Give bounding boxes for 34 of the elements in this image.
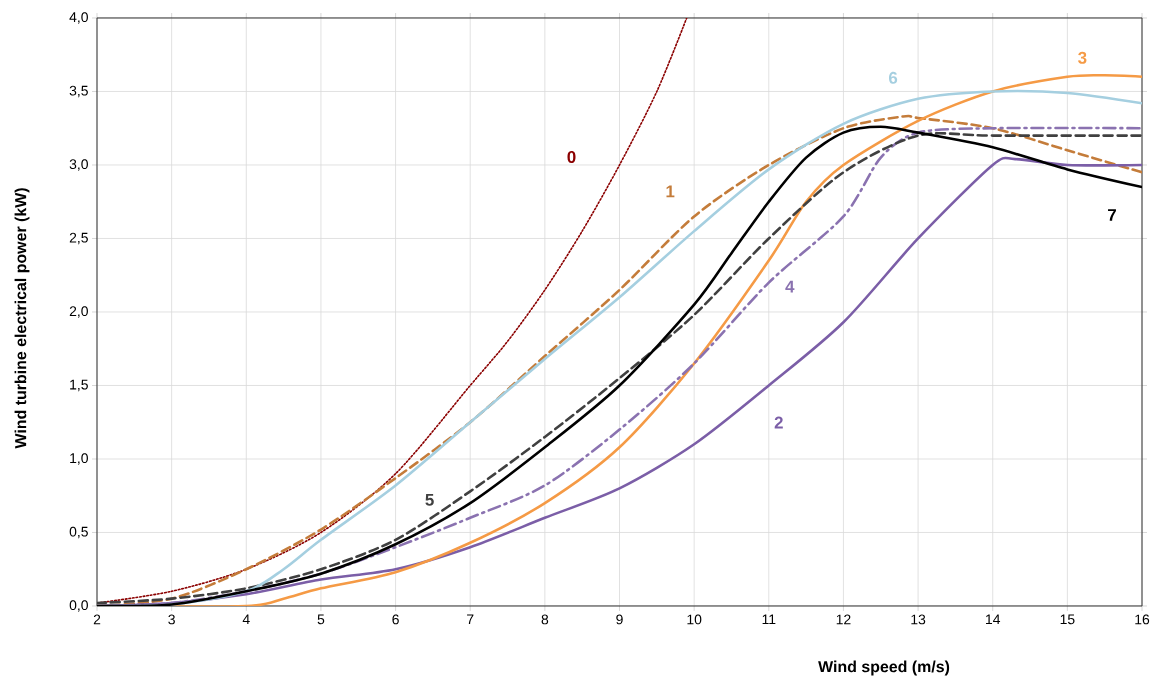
- x-tick-label: 12: [836, 614, 851, 625]
- series-label: 4: [785, 280, 795, 293]
- series-label: 1: [666, 185, 675, 198]
- x-tick-label: 9: [616, 614, 623, 625]
- x-tick-label: 3: [168, 614, 175, 625]
- y-tick-label: 2,0: [69, 306, 88, 318]
- x-tick-label: 15: [1060, 614, 1075, 625]
- x-tick-label: 2: [93, 614, 101, 625]
- y-tick-label: 0,0: [69, 600, 88, 612]
- series-label: 7: [1108, 209, 1116, 221]
- x-tick-label: 11: [762, 614, 776, 625]
- x-tick-label: 6: [392, 614, 399, 625]
- x-tick-label: 14: [986, 614, 1001, 625]
- x-tick-label: 13: [911, 614, 926, 625]
- y-tick-label: 3,5: [69, 85, 88, 98]
- x-tick-label: 4: [242, 614, 250, 625]
- series-label: 3: [1078, 51, 1087, 64]
- y-axis-title: Wind turbine electrical power (kW): [14, 188, 30, 449]
- x-tick-label: 7: [467, 614, 474, 625]
- series-label: 5: [425, 493, 434, 506]
- series-label: 6: [888, 71, 898, 84]
- series-label: 2: [774, 416, 783, 429]
- y-tick-label: 0,5: [69, 526, 88, 539]
- x-tick-label: 16: [1135, 614, 1150, 625]
- x-axis-title: Wind speed (m/s): [818, 660, 950, 676]
- y-tick-label: 3,0: [69, 159, 88, 171]
- y-tick-label: 1,5: [70, 379, 88, 392]
- y-tick-label: 4,0: [69, 12, 88, 24]
- x-tick-label: 10: [687, 614, 702, 625]
- x-tick-label: 8: [541, 614, 549, 625]
- text: 0: [567, 150, 576, 163]
- x-tick-label: 5: [317, 614, 325, 625]
- y-tick-label: 2,5: [69, 232, 88, 245]
- y-tick-label: 1,0: [70, 453, 88, 465]
